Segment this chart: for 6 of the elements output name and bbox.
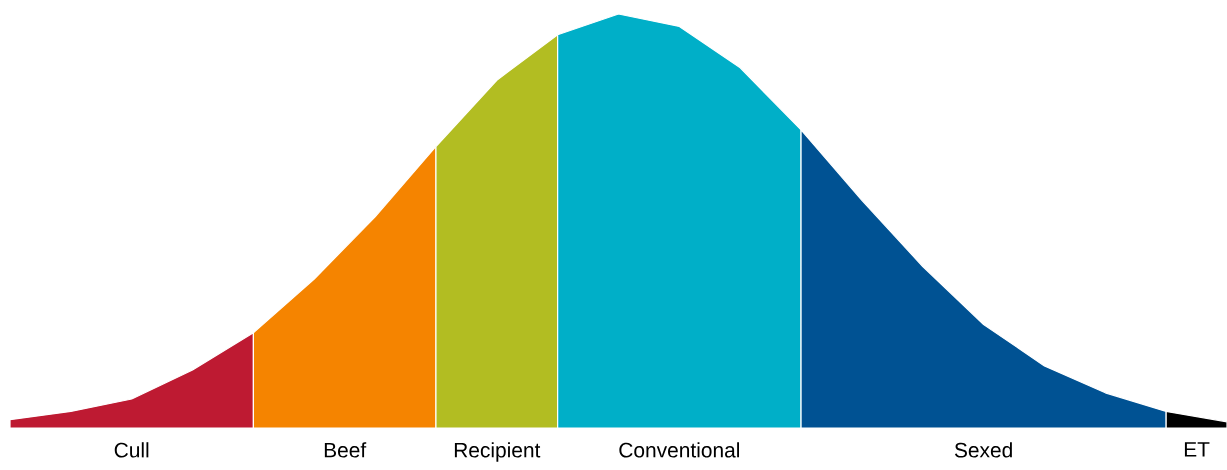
series-label: Conventional <box>619 442 739 458</box>
series-label: Beef <box>324 442 367 458</box>
series-label: Cull <box>114 442 149 458</box>
series-label: Sexed <box>954 442 1012 458</box>
series-label: Recipient <box>454 442 541 462</box>
series-label: ET <box>1184 442 1210 457</box>
